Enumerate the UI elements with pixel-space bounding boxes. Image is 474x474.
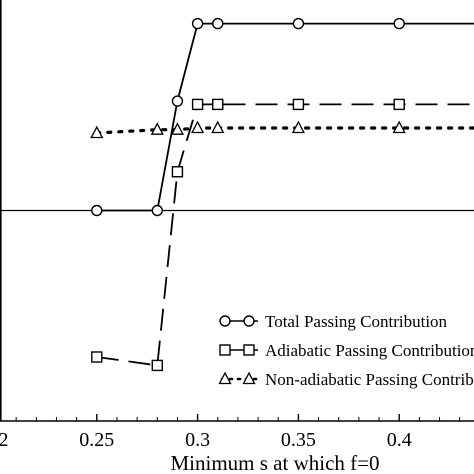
triangle-marker xyxy=(150,122,164,135)
legend-label-circle: Total Passing Contribution xyxy=(265,312,448,331)
square-marker xyxy=(393,98,405,111)
legend-entry-circle: Total Passing Contribution xyxy=(219,312,448,331)
square-marker xyxy=(212,98,224,111)
x-axis-label: Minimum s at which f=0 xyxy=(171,451,380,474)
square-marker xyxy=(191,98,204,111)
legend-label-triangle: Non-adiabatic Passing Contribution xyxy=(265,370,474,389)
triangle-marker xyxy=(90,125,104,139)
circle-marker xyxy=(292,17,305,30)
circle-marker xyxy=(243,315,255,327)
circle-marker xyxy=(219,315,231,327)
circle-marker xyxy=(171,95,184,107)
square-marker xyxy=(243,344,255,356)
square-marker xyxy=(171,166,184,178)
circle-marker xyxy=(212,17,224,30)
series-line-circle xyxy=(96,22,474,212)
series-line-triangle xyxy=(95,126,474,135)
labels-layer: Minimum s at which f=0 0.2 0.25 0.3 0.35 0.4… xyxy=(0,429,412,474)
series-line-square xyxy=(96,103,474,367)
x-tick-label: 0.3 xyxy=(185,429,210,451)
triangle-marker xyxy=(170,122,185,135)
x-tick-label: 0.25 xyxy=(79,429,114,451)
series-square xyxy=(91,98,474,372)
square-marker xyxy=(219,344,231,356)
axes xyxy=(0,0,474,422)
legend-entry-triangle: Non-adiabatic Passing Contribution xyxy=(218,370,474,389)
triangle-marker xyxy=(191,120,205,134)
x-tick-label: 0.4 xyxy=(387,429,412,451)
legend: Total Passing Contribution Adiabatic Pass… xyxy=(210,302,474,394)
circle-marker xyxy=(91,204,103,217)
square-marker xyxy=(91,351,103,363)
series-layer xyxy=(90,17,474,372)
square-marker xyxy=(292,98,305,111)
triangle-marker xyxy=(218,371,232,385)
square-marker xyxy=(151,359,163,372)
circle-marker xyxy=(151,204,163,217)
x-tick-label: 0.35 xyxy=(281,429,316,451)
legend-entry-square: Adiabatic Passing Contribution xyxy=(219,341,474,360)
series-triangle xyxy=(90,120,474,139)
circle-marker xyxy=(393,17,405,30)
triangle-marker xyxy=(291,120,305,134)
x-tick-label: 0.2 xyxy=(0,429,9,451)
circle-marker xyxy=(191,17,204,30)
triangle-marker xyxy=(211,120,225,134)
series-circle xyxy=(91,17,474,217)
triangle-marker xyxy=(242,371,256,385)
triangle-marker xyxy=(392,120,406,134)
legend-label-square: Adiabatic Passing Contribution xyxy=(265,341,474,360)
